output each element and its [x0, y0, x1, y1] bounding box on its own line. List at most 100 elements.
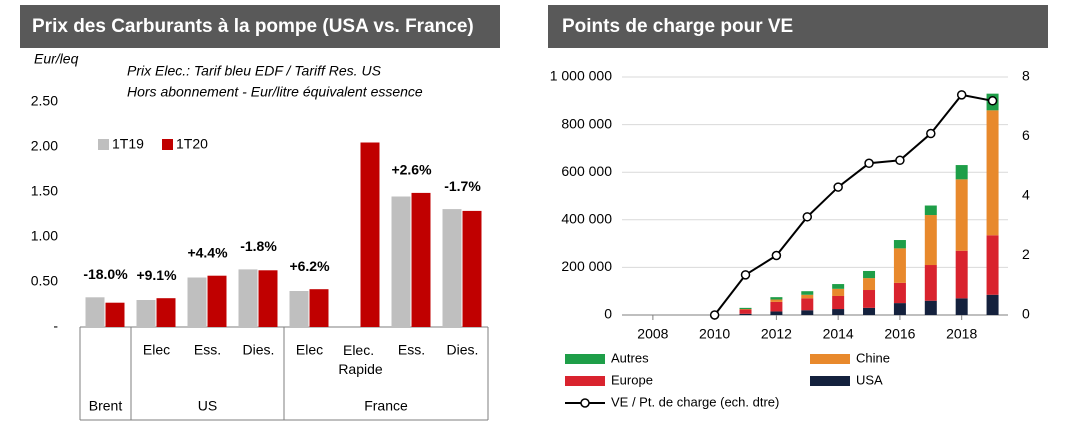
y-tick-label: 1.00 — [31, 228, 58, 244]
legend-label: 1T19 — [112, 136, 144, 152]
group-label: Brent — [89, 398, 123, 414]
bar-segment — [893, 248, 906, 283]
bar — [187, 277, 207, 327]
change-label: +9.1% — [136, 267, 177, 283]
bar — [442, 209, 462, 327]
annotation: Prix Elec.: Tarif bleu EDF / Tariff Res.… — [127, 63, 382, 79]
bar-segment — [739, 313, 752, 315]
legend-label: USA — [856, 372, 883, 387]
bar-segment — [801, 291, 814, 295]
bar-segment — [924, 205, 937, 216]
y2-tick-label: 4 — [1022, 187, 1030, 203]
legend-label: VE / Pt. de charge (ech. dtre) — [611, 394, 779, 409]
bar — [462, 210, 482, 327]
bar-segment — [986, 294, 999, 315]
annotation: Hors abonnement - Eur/litre équivalent e… — [127, 84, 423, 100]
x-tick-label: 2018 — [946, 326, 977, 342]
y-tick-label: 2.50 — [31, 93, 58, 109]
y-axis-label: Eur/leq — [34, 51, 79, 67]
header-bar — [548, 5, 1048, 48]
bar-segment — [986, 235, 999, 295]
line-marker — [864, 158, 874, 169]
y2-tick-label: 6 — [1022, 127, 1030, 143]
line-marker — [771, 250, 782, 261]
y-tick-label: 1 000 000 — [550, 68, 612, 84]
chart-title: Prix des Carburants à la pompe (USA vs. … — [32, 16, 474, 37]
bar — [391, 196, 411, 327]
x-tick-label: Dies. — [243, 342, 275, 358]
x-tick-label: 2012 — [761, 326, 792, 342]
legend-swatch — [810, 354, 850, 364]
bar-segment — [770, 301, 783, 312]
y-tick-label: 800 000 — [561, 115, 612, 131]
bar-segment — [832, 284, 845, 289]
legend-swatch — [565, 354, 605, 364]
bar-segment — [832, 309, 845, 315]
change-label: +6.2% — [289, 258, 330, 274]
legend-swatch — [98, 139, 109, 150]
bar-segment — [801, 298, 814, 311]
legend-label: Chine — [856, 350, 890, 365]
bar-segment — [832, 288, 845, 296]
legend-swatch — [810, 376, 850, 386]
line-marker — [740, 270, 751, 280]
change-label: +4.4% — [187, 244, 228, 260]
bar — [289, 291, 309, 327]
y-tick-label: 2.00 — [31, 138, 58, 154]
x-tick-label: Elec — [143, 342, 170, 358]
x-tick-label: Elec. Rapide — [338, 342, 383, 377]
bar-segment — [739, 309, 752, 314]
change-label: -1.8% — [240, 238, 277, 254]
bar-segment — [832, 295, 845, 310]
legend-swatch — [565, 376, 605, 386]
line-marker — [802, 212, 813, 222]
bar — [85, 297, 105, 327]
x-tick-label: Ess. — [398, 342, 425, 358]
line-marker — [709, 310, 720, 320]
bar-segment — [893, 282, 906, 304]
y2-tick-label: 8 — [1022, 68, 1030, 84]
bar — [207, 275, 227, 327]
y-tick-label: 600 000 — [561, 163, 612, 179]
x-tick-label: 2010 — [699, 326, 730, 342]
line-marker — [833, 182, 843, 192]
bar-segment — [770, 311, 783, 315]
y2-tick-label: 0 — [1022, 306, 1030, 322]
bar — [411, 192, 431, 327]
y-tick-label: - — [53, 318, 58, 334]
x-tick-label: Dies. — [447, 342, 479, 358]
bar-segment — [955, 179, 968, 251]
x-tick-label: 2014 — [823, 326, 854, 342]
line-marker — [987, 96, 998, 106]
line-series — [713, 93, 993, 316]
legend-swatch — [162, 139, 173, 150]
y-tick-label: 1.50 — [31, 183, 58, 199]
y-tick-label: 0.50 — [31, 273, 58, 289]
bar — [156, 298, 176, 327]
group-label: France — [364, 398, 408, 414]
legend-label: Autres — [611, 350, 649, 365]
bar-segment — [863, 307, 876, 315]
bar-segment — [863, 278, 876, 291]
change-label: +2.6% — [391, 162, 432, 178]
bar-segment — [955, 165, 968, 180]
bar-segment — [863, 290, 876, 308]
bar-segment — [893, 303, 906, 315]
bar — [360, 142, 380, 327]
line-marker — [895, 155, 905, 166]
y-tick-label: 400 000 — [561, 211, 612, 227]
bar-segment — [863, 270, 876, 279]
legend-label: 1T20 — [176, 136, 208, 152]
x-tick-label: Ess. — [194, 342, 221, 358]
bar — [105, 302, 125, 327]
bar — [258, 270, 278, 327]
bar-segment — [955, 298, 968, 315]
header-bar — [20, 5, 500, 48]
bar-segment — [955, 250, 968, 299]
bar-segment — [986, 110, 999, 236]
legend-marker — [580, 398, 590, 408]
line-marker — [956, 90, 967, 100]
line-marker — [926, 128, 936, 139]
legend-label: Europe — [611, 372, 653, 387]
y2-tick-label: 2 — [1022, 246, 1030, 262]
